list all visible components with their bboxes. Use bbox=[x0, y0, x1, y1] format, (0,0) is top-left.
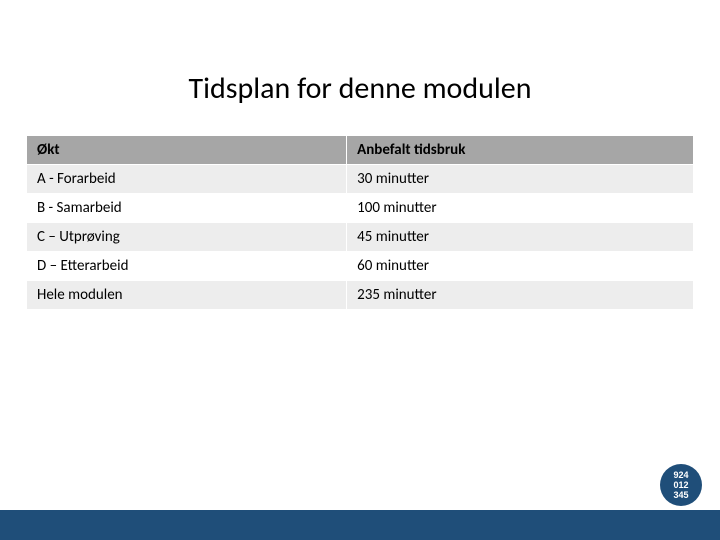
numbers-logo-icon: 924 012 345 bbox=[660, 464, 702, 506]
cell-session: D – Etterarbeid bbox=[27, 252, 347, 281]
cell-session: Hele modulen bbox=[27, 281, 347, 310]
slide: Tidsplan for denne modulen Økt Anbefalt … bbox=[0, 0, 720, 540]
svg-text:924: 924 bbox=[673, 470, 688, 480]
svg-text:345: 345 bbox=[673, 490, 688, 500]
table-row: A - Forarbeid 30 minutter bbox=[27, 165, 694, 194]
schedule-table: Økt Anbefalt tidsbruk A - Forarbeid 30 m… bbox=[26, 135, 694, 310]
cell-time: 235 minutter bbox=[347, 281, 694, 310]
footer-bar bbox=[0, 510, 720, 540]
table-header-row: Økt Anbefalt tidsbruk bbox=[27, 136, 694, 165]
table-header-col2: Anbefalt tidsbruk bbox=[347, 136, 694, 165]
page-title: Tidsplan for denne modulen bbox=[0, 70, 720, 107]
cell-time: 60 minutter bbox=[347, 252, 694, 281]
cell-session: B - Samarbeid bbox=[27, 194, 347, 223]
cell-time: 45 minutter bbox=[347, 223, 694, 252]
table-row: D – Etterarbeid 60 minutter bbox=[27, 252, 694, 281]
cell-time: 30 minutter bbox=[347, 165, 694, 194]
table-body: A - Forarbeid 30 minutter B - Samarbeid … bbox=[27, 165, 694, 310]
table-row: B - Samarbeid 100 minutter bbox=[27, 194, 694, 223]
cell-time: 100 minutter bbox=[347, 194, 694, 223]
cell-session: C – Utprøving bbox=[27, 223, 347, 252]
table-header-col1: Økt bbox=[27, 136, 347, 165]
table-row: Hele modulen 235 minutter bbox=[27, 281, 694, 310]
table-row: C – Utprøving 45 minutter bbox=[27, 223, 694, 252]
svg-text:012: 012 bbox=[673, 480, 688, 490]
cell-session: A - Forarbeid bbox=[27, 165, 347, 194]
